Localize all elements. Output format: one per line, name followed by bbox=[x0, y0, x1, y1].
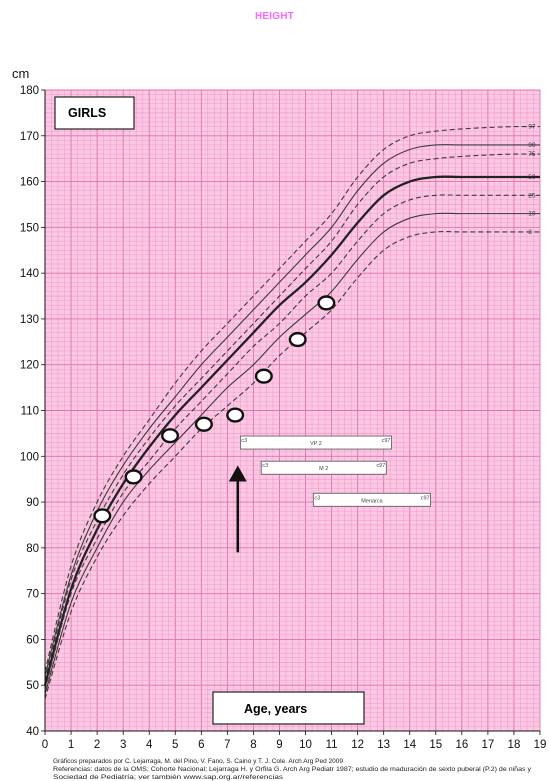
centile-curve-10 bbox=[44, 212, 540, 695]
centile-label-10: 10 bbox=[528, 211, 536, 218]
puberty-bar bbox=[239, 435, 392, 450]
x-tick-label: 9 bbox=[276, 739, 282, 751]
y-tick-label: 120 bbox=[20, 360, 39, 372]
centile-curves: 97 90 75 50 25 10 3 bbox=[43, 124, 541, 700]
x-tick-label: 15 bbox=[429, 739, 442, 751]
y-tick-label: 130 bbox=[20, 314, 39, 326]
x-tick-label: 14 bbox=[403, 739, 416, 751]
puberty-bar bbox=[312, 492, 431, 507]
footnote-line-1: Gráficos preparados por C. Lejarraga, M.… bbox=[53, 759, 344, 765]
y-tick-label: 170 bbox=[20, 131, 39, 143]
centile-curve-90 bbox=[44, 144, 540, 677]
axes: 0 1 2 3 4 5 6 7 8 9 10 11 12 13 14 15 16 17 18 194050607080… bbox=[20, 85, 547, 751]
centile-curve-3 bbox=[44, 231, 540, 700]
x-tick-label: 0 bbox=[42, 739, 48, 751]
centile-curve-97 bbox=[44, 126, 541, 672]
y-unit-label: cm bbox=[12, 66, 29, 81]
y-tick-label: 50 bbox=[26, 680, 39, 692]
sex-label-box bbox=[54, 96, 135, 130]
x-tick-label: 18 bbox=[508, 739, 521, 751]
measurement-point bbox=[161, 428, 180, 444]
centile-label-50: 50 bbox=[528, 174, 536, 181]
puberty-bar bbox=[260, 460, 387, 475]
x-tick-label: 5 bbox=[172, 739, 178, 751]
x-tick-label: 7 bbox=[224, 739, 230, 751]
centile-label-25: 25 bbox=[528, 192, 536, 199]
x-tick-label: 11 bbox=[326, 739, 338, 751]
x-tick-label: 13 bbox=[377, 739, 390, 751]
sex-label: GIRLS bbox=[68, 106, 106, 120]
puberty-bar-end-label: c97 bbox=[376, 463, 385, 469]
measurement-point bbox=[288, 331, 307, 348]
x-tick-label: 6 bbox=[198, 739, 204, 751]
chart-grid bbox=[44, 89, 541, 732]
measurement-point bbox=[194, 416, 213, 432]
y-tick-label: 160 bbox=[20, 177, 39, 189]
puberty-bar-label: VP 2 bbox=[310, 441, 322, 447]
y-tick-label: 70 bbox=[26, 589, 39, 601]
y-tick-label: 90 bbox=[26, 497, 39, 509]
centile-label-97: 97 bbox=[528, 124, 536, 131]
puberty-bar-end-label: c97 bbox=[421, 495, 430, 501]
centile-curve-25 bbox=[44, 194, 540, 690]
y-tick-label: 180 bbox=[20, 85, 39, 97]
puberty-bar-start-label: c3 bbox=[314, 495, 320, 501]
x-tick-label: 1 bbox=[68, 739, 74, 751]
x-tick-label: 3 bbox=[120, 739, 126, 751]
x-tick-label: 2 bbox=[94, 739, 100, 751]
y-tick-label: 100 bbox=[20, 451, 39, 463]
puberty-bar-end-label: c97 bbox=[382, 438, 391, 444]
puberty-bars: VP 2 c3 c97 M 2 c3 c97 Menarca c3 c97 bbox=[239, 435, 431, 507]
x-tick-label: 8 bbox=[250, 739, 256, 751]
centile-curve-75 bbox=[44, 153, 541, 681]
footnote-line-2: Referencias: datos de la OMS; Cohorte Na… bbox=[53, 767, 531, 773]
centile-label-90: 90 bbox=[528, 142, 536, 149]
centile-label-3: 3 bbox=[528, 229, 532, 236]
x-tick-label: 16 bbox=[455, 739, 468, 751]
arrow-marker bbox=[228, 465, 247, 553]
measurement-points bbox=[93, 295, 336, 524]
footnote-line-3: Sociedad de Pediatría; ver también www.s… bbox=[53, 775, 283, 781]
measurement-point bbox=[317, 295, 336, 311]
puberty-bar-label: M 2 bbox=[319, 466, 328, 472]
measurement-point bbox=[93, 508, 112, 524]
x-tick-label: 4 bbox=[146, 739, 153, 751]
puberty-bar-start-label: c3 bbox=[241, 438, 247, 444]
x-axis-label-box bbox=[212, 691, 365, 725]
y-tick-label: 140 bbox=[20, 268, 39, 280]
x-tick-label: 19 bbox=[534, 739, 547, 751]
y-tick-label: 110 bbox=[21, 406, 39, 418]
x-tick-label: 17 bbox=[481, 739, 494, 751]
page-title: HEIGHT bbox=[255, 11, 294, 22]
measurement-point bbox=[226, 407, 245, 423]
y-tick-label: 40 bbox=[26, 726, 39, 738]
centile-label-75: 75 bbox=[528, 151, 536, 158]
x-tick-label: 12 bbox=[351, 739, 364, 751]
y-tick-label: 150 bbox=[20, 222, 39, 234]
puberty-bar-start-label: c3 bbox=[262, 463, 268, 469]
measurement-point bbox=[254, 368, 273, 384]
puberty-bar-label: Menarca bbox=[361, 498, 383, 504]
arrow-head bbox=[228, 465, 247, 482]
measurement-point bbox=[124, 469, 143, 485]
y-tick-label: 80 bbox=[26, 543, 39, 555]
centile-curve-50 bbox=[43, 175, 540, 686]
y-tick-label: 60 bbox=[26, 634, 39, 646]
x-tick-label: 10 bbox=[299, 739, 312, 751]
x-axis-label: Age, years bbox=[244, 702, 307, 716]
